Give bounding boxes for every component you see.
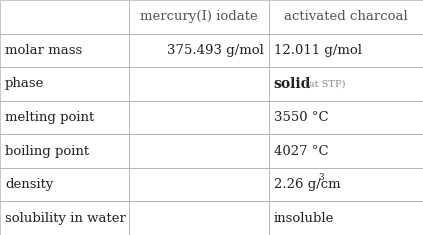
Bar [269,34,423,67]
Text: insoluble: insoluble [274,212,334,225]
Bar [0,34,129,67]
Bar [129,34,269,67]
Bar [129,134,269,168]
Text: 12.011 g/mol: 12.011 g/mol [274,44,362,57]
Text: (at STP): (at STP) [305,79,345,88]
Text: 2.26 g/cm: 2.26 g/cm [274,178,341,191]
Text: 4027 °C: 4027 °C [274,145,328,158]
Text: boiling point: boiling point [5,145,89,158]
Text: melting point: melting point [5,111,94,124]
Text: phase: phase [5,77,44,90]
Text: 375.493 g/mol: 375.493 g/mol [167,44,264,57]
Bar [0,168,129,201]
Bar [0,201,129,235]
Text: density: density [5,178,53,191]
Text: mercury(I) iodate: mercury(I) iodate [140,10,258,23]
Bar [269,134,423,168]
Bar [129,0,269,34]
Text: 3: 3 [318,173,324,182]
Bar [269,67,423,101]
Bar [269,101,423,134]
Bar [129,67,269,101]
Bar [269,201,423,235]
Bar [0,101,129,134]
Text: 3550 °C: 3550 °C [274,111,328,124]
Text: solubility in water: solubility in water [5,212,126,225]
Text: molar mass: molar mass [5,44,82,57]
Text: solid: solid [274,77,311,91]
Bar [129,101,269,134]
Bar [129,168,269,201]
Text: activated charcoal: activated charcoal [284,10,408,23]
Bar [0,67,129,101]
Bar [269,168,423,201]
Bar [129,201,269,235]
Bar [269,0,423,34]
Bar [0,134,129,168]
Bar [0,0,129,34]
